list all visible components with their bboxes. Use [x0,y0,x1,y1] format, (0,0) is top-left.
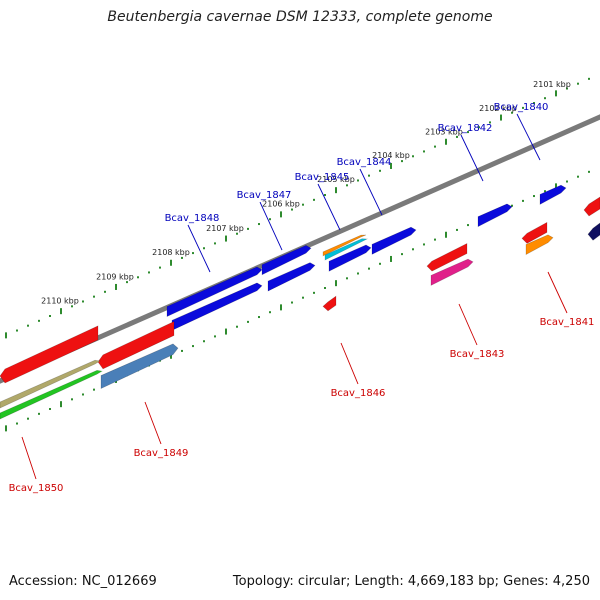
tick-label: 2107 kbp [206,224,244,233]
gene-block-bcav-1849 [100,343,179,390]
gene-label: Bcav_1849 [134,448,189,459]
tick-label: 2106 kbp [262,199,300,208]
gene-block-tan [0,359,101,409]
tick-label: 2101 kbp [533,80,571,89]
tick-label: 2108 kbp [152,248,190,257]
gene-block-edge-navy [587,222,600,241]
gene-block-bcav-1845 [328,244,372,272]
upper-scale-track [5,77,590,339]
gene-label: Bcav_1848 [165,213,220,224]
leader-line [547,271,568,314]
leader-line [340,342,359,385]
gene-label: Bcav_1846 [331,388,386,399]
tick-label: 2102 kbp [479,104,517,113]
tick-label: 2109 kbp [96,272,134,281]
gene-label: Bcav_1843 [450,349,505,360]
leader-line [516,113,541,161]
gene-label: Bcav_1850 [9,483,64,494]
gene-block-bcav-1844 [371,226,417,255]
tick-label: 2104 kbp [372,151,410,160]
gene-block-edge-red [583,196,600,217]
leader-line [460,134,484,182]
gene-block-bcav-1841 [525,234,554,256]
gene-label: Bcav_1845 [295,172,350,183]
gene-block-cyan [324,238,369,261]
gene-block-bcav-1847 [261,245,312,276]
gene-block-bcav-1843a [426,243,468,272]
leader-line [458,303,478,346]
leader-line [317,183,341,231]
gene-block-bcav-1842 [477,203,513,228]
gene-label: Bcav_1840 [494,102,549,113]
page-title: Beutenbergia cavernae DSM 12333, complet… [107,9,493,25]
tick-label: 2105 kbp [317,175,355,184]
gene-block-bcav-1841a [521,221,548,244]
gene-label: Bcav_1847 [237,190,292,201]
leader-line [187,224,211,273]
leader-line [144,401,162,445]
leader-line [21,436,37,480]
gene-block-bcav-1847b [267,262,316,292]
gene-label: Bcav_1842 [438,123,493,134]
gene-block-green [0,370,103,420]
gene-block-bcav-1840 [539,184,567,205]
gene-label: Bcav_1841 [540,317,595,328]
gene-block-bcav-1846 [322,295,337,312]
gene-block-bcav-1849a [97,320,175,370]
tick-label: 2110 kbp [41,297,79,306]
gene-block-bcav-1850 [0,325,99,384]
gene-block-bcav-1843 [430,258,474,286]
topology-text: Topology: circular; Length: 4,669,183 bp… [232,574,590,589]
tick-label: 2103 kbp [425,128,463,137]
gene-block-bcav-1848 [166,266,263,317]
accession-text: Accession: NC_012669 [9,574,157,589]
leader-line [359,168,383,216]
gene-label: Bcav_1844 [337,157,392,168]
gene-block-orange [322,234,367,257]
leader-line [259,201,283,251]
